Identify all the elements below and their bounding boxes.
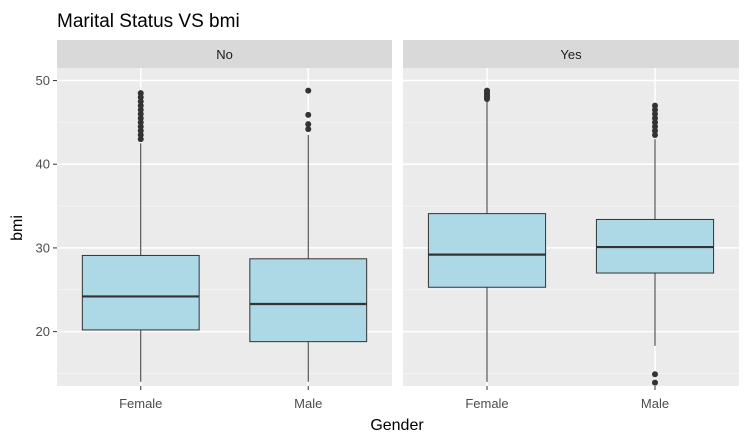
x-tick-label-male: Male xyxy=(294,396,322,411)
chart-title: Marital Status VS bmi xyxy=(57,11,240,32)
y-tick-label-30: 30 xyxy=(36,240,50,255)
outlier-point-no-female xyxy=(137,127,144,134)
x-tick-label-female: Female xyxy=(465,396,508,411)
outlier-point-yes-male xyxy=(652,102,658,109)
outlier-point-no-female xyxy=(137,119,144,126)
outlier-point-no-female xyxy=(137,90,144,97)
outlier-point-yes-female xyxy=(484,87,490,94)
outlier-point-no-female xyxy=(137,111,144,118)
outlier-point-no-male xyxy=(305,121,312,128)
x-axis-title: Gender xyxy=(370,417,424,434)
outlier-point-no-female xyxy=(137,102,144,109)
outlier-point-yes-male xyxy=(652,371,658,378)
y-tick-label-50: 50 xyxy=(36,73,50,88)
outlier-point-yes-male xyxy=(652,131,658,138)
outlier-point-no-female xyxy=(137,94,144,101)
outlier-point-yes-male xyxy=(652,379,658,386)
facet-strip-no xyxy=(57,40,392,68)
facet-strip-yes xyxy=(403,40,739,68)
outlier-point-yes-male xyxy=(652,115,658,122)
x-tick-label-female: Female xyxy=(119,396,162,411)
box-yes-female xyxy=(427,213,547,288)
outlier-point-no-male xyxy=(305,87,312,94)
outlier-point-yes-male xyxy=(652,127,658,134)
box-no-male xyxy=(249,258,368,343)
outlier-point-no-female xyxy=(137,98,144,105)
facet-label-no: No xyxy=(216,47,233,62)
outlier-point-no-female xyxy=(137,123,144,130)
facet-label-yes: Yes xyxy=(560,47,582,62)
outlier-point-no-female xyxy=(137,106,144,113)
outlier-point-no-female xyxy=(137,131,144,138)
y-tick-label-20: 20 xyxy=(36,324,50,339)
outlier-point-yes-male xyxy=(652,123,658,130)
x-tick-label-male: Male xyxy=(641,396,669,411)
outlier-point-no-male xyxy=(305,111,312,118)
outlier-point-no-female xyxy=(137,136,144,143)
outlier-point-no-male xyxy=(305,126,312,133)
outlier-point-yes-male xyxy=(652,106,658,113)
outlier-point-yes-male xyxy=(652,111,658,118)
y-tick-label-40: 40 xyxy=(36,157,50,172)
y-axis-title: bmi xyxy=(9,215,26,241)
box-no-female xyxy=(81,254,200,331)
facet-panels: No Female Male Yes Female Male 20 30 40 50 xyxy=(36,40,739,411)
outlier-point-yes-male xyxy=(652,119,658,126)
outlier-point-no-female xyxy=(137,115,144,122)
